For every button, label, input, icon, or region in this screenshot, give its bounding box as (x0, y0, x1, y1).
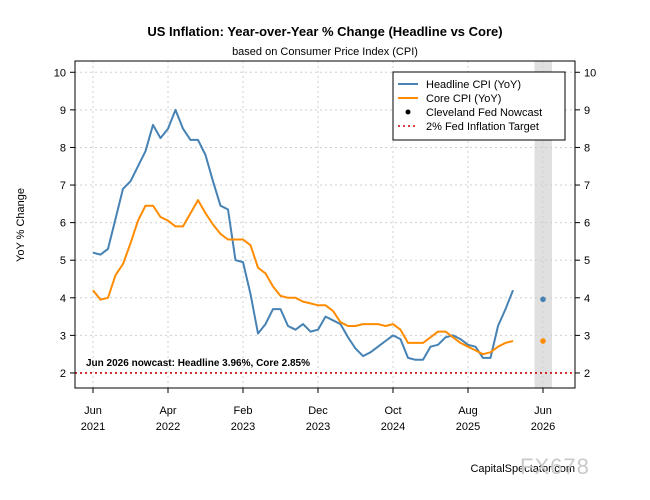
x-tick-label-month: Jun (534, 405, 552, 417)
legend-headline-label: Headline CPI (YoY) (426, 79, 521, 91)
legend-box (392, 71, 566, 141)
chart-title: US Inflation: Year-over-Year % Change (H… (147, 24, 502, 39)
series-layer (75, 108, 575, 374)
y-tick-label-left: 3 (60, 330, 66, 342)
y-tick-label-right: 5 (584, 255, 590, 267)
x-tick-label-month: Oct (384, 405, 401, 417)
x-tick-label-year: 2022 (156, 421, 180, 433)
y-tick-label-right: 9 (584, 105, 590, 117)
core-cpi-line (92, 199, 514, 356)
y-tick-label-left: 5 (60, 255, 66, 267)
plot-frame (74, 60, 576, 389)
y-tick-label-left: 9 (60, 105, 66, 117)
chart-subtitle: based on Consumer Price Index (CPI) (232, 46, 418, 58)
y-tick-label-right: 2 (584, 368, 590, 380)
x-tick-label-year: 2025 (456, 421, 480, 433)
plot-area (534, 61, 552, 388)
x-tick-label-year: 2021 (81, 421, 105, 433)
nowcast-core-point (540, 338, 546, 344)
x-tick-label-year: 2023 (306, 421, 330, 433)
legend-core-label: Core CPI (YoY) (426, 93, 501, 105)
nowcast-shaded-region (534, 61, 552, 388)
y-tick-label-right: 4 (584, 293, 590, 305)
y-tick-label-left: 4 (60, 293, 66, 305)
x-tick-label-month: Aug (458, 405, 478, 417)
legend-target-label: 2% Fed Inflation Target (426, 121, 539, 133)
y-tick-label-right: 7 (584, 180, 590, 192)
x-tick-label-month: Apr (159, 405, 176, 417)
x-tick-label-year: 2026 (531, 421, 555, 433)
legend: Headline CPI (YoY) Core CPI (YoY) Clevelan… (392, 71, 566, 141)
y-tick-label-right: 10 (584, 67, 596, 79)
legend-nowcast-swatch (405, 109, 411, 115)
x-tick-label-month: Feb (234, 405, 253, 417)
headline-cpi-line (92, 108, 514, 361)
y-axis-label: YoY % Change (15, 188, 27, 262)
legend-nowcast-label: Cleveland Fed Nowcast (426, 107, 542, 119)
y-tick-label-left: 10 (54, 67, 66, 79)
x-tick-label-year: 2023 (231, 421, 255, 433)
x-tick-label-month: Dec (308, 405, 328, 417)
nowcast-annotation: Jun 2026 nowcast: Headline 3.96%, Core 2… (86, 358, 310, 369)
y-tick-label-left: 6 (60, 218, 66, 230)
y-tick-label-right: 3 (584, 330, 590, 342)
y-tick-label-left: 7 (60, 180, 66, 192)
x-tick-label-month: Jun (84, 405, 102, 417)
watermark: FX678 (520, 454, 590, 479)
axes: 2 2 3 3 4 4 5 5 6 6 7 7 8 8 9 9 10 10 Jun 2021 Apr 2022 Feb 202… (54, 60, 596, 433)
x-tick-label-year: 2024 (381, 421, 405, 433)
y-tick-label-right: 8 (584, 142, 590, 154)
y-tick-label-left: 2 (60, 368, 66, 380)
y-tick-label-right: 6 (584, 218, 590, 230)
y-tick-label-left: 8 (60, 142, 66, 154)
nowcast-headline-point (540, 296, 546, 303)
source-credit: CapitalSpectator.com (470, 463, 575, 475)
